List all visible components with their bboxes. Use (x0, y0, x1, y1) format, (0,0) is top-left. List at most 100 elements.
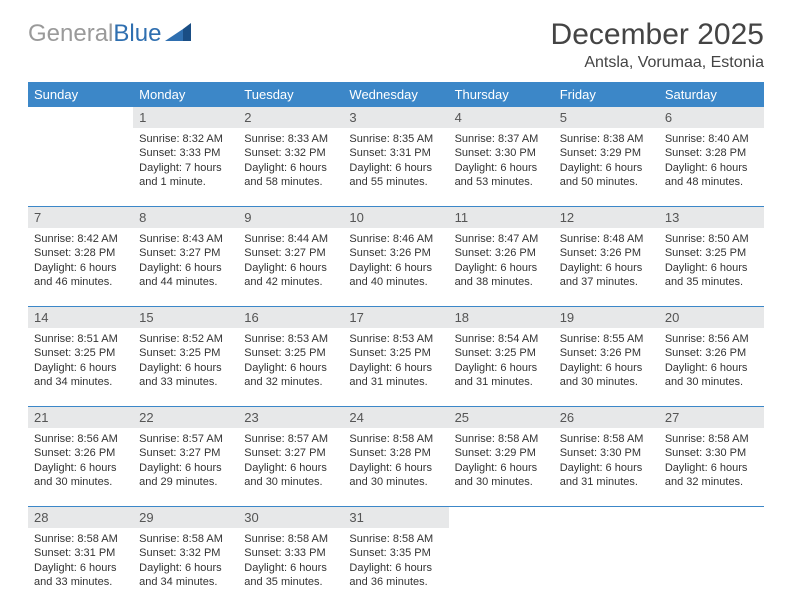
day-cell (554, 528, 659, 606)
day-line: Sunset: 3:25 PM (455, 346, 548, 360)
day-line: Sunset: 3:25 PM (34, 346, 127, 360)
dow-cell: Monday (133, 82, 238, 107)
day-cell: Sunrise: 8:42 AMSunset: 3:28 PMDaylight:… (28, 228, 133, 306)
day-line: Daylight: 6 hours (244, 461, 337, 475)
day-cell (28, 128, 133, 206)
day-number: 28 (28, 507, 133, 528)
day-line: Sunset: 3:28 PM (349, 446, 442, 460)
day-line: Sunrise: 8:52 AM (139, 332, 232, 346)
day-line: Sunset: 3:25 PM (244, 346, 337, 360)
day-line: Sunrise: 8:58 AM (560, 432, 653, 446)
day-line: Daylight: 6 hours (244, 261, 337, 275)
day-line: Sunset: 3:33 PM (139, 146, 232, 160)
day-line: Sunrise: 8:53 AM (244, 332, 337, 346)
day-cell: Sunrise: 8:58 AMSunset: 3:31 PMDaylight:… (28, 528, 133, 606)
day-line: and 30 minutes. (455, 475, 548, 489)
location: Antsla, Vorumaa, Estonia (551, 54, 764, 72)
day-line: and 37 minutes. (560, 275, 653, 289)
day-cell: Sunrise: 8:53 AMSunset: 3:25 PMDaylight:… (238, 328, 343, 406)
day-line: Daylight: 7 hours (139, 161, 232, 175)
week-row: Sunrise: 8:56 AMSunset: 3:26 PMDaylight:… (28, 428, 764, 507)
day-line: Daylight: 6 hours (34, 561, 127, 575)
day-line: Daylight: 6 hours (665, 461, 758, 475)
day-number: 25 (449, 407, 554, 428)
day-line: Daylight: 6 hours (560, 261, 653, 275)
day-line: Daylight: 6 hours (349, 561, 442, 575)
day-line: Sunset: 3:29 PM (560, 146, 653, 160)
calendar: SundayMondayTuesdayWednesdayThursdayFrid… (28, 82, 764, 606)
day-line: and 31 minutes. (349, 375, 442, 389)
day-line: and 32 minutes. (665, 475, 758, 489)
week-row: Sunrise: 8:42 AMSunset: 3:28 PMDaylight:… (28, 228, 764, 307)
day-line: Sunset: 3:32 PM (139, 546, 232, 560)
day-cell: Sunrise: 8:53 AMSunset: 3:25 PMDaylight:… (343, 328, 448, 406)
day-num-row: 14151617181920 (28, 307, 764, 328)
day-cell: Sunrise: 8:51 AMSunset: 3:25 PMDaylight:… (28, 328, 133, 406)
day-line: Daylight: 6 hours (349, 461, 442, 475)
day-cell: Sunrise: 8:58 AMSunset: 3:35 PMDaylight:… (343, 528, 448, 606)
day-line: and 35 minutes. (244, 575, 337, 589)
day-cell: Sunrise: 8:58 AMSunset: 3:29 PMDaylight:… (449, 428, 554, 506)
day-line: Daylight: 6 hours (455, 261, 548, 275)
day-line: Sunset: 3:33 PM (244, 546, 337, 560)
dow-cell: Friday (554, 82, 659, 107)
day-line: and 53 minutes. (455, 175, 548, 189)
day-cell: Sunrise: 8:46 AMSunset: 3:26 PMDaylight:… (343, 228, 448, 306)
day-line: and 38 minutes. (455, 275, 548, 289)
day-line: Daylight: 6 hours (139, 561, 232, 575)
day-cell: Sunrise: 8:33 AMSunset: 3:32 PMDaylight:… (238, 128, 343, 206)
day-cell: Sunrise: 8:58 AMSunset: 3:28 PMDaylight:… (343, 428, 448, 506)
day-number: 3 (343, 107, 448, 128)
day-number: 17 (343, 307, 448, 328)
day-number: 2 (238, 107, 343, 128)
day-line: Sunrise: 8:58 AM (139, 532, 232, 546)
title-block: December 2025 Antsla, Vorumaa, Estonia (551, 18, 764, 72)
day-line: Daylight: 6 hours (34, 261, 127, 275)
day-line: and 32 minutes. (244, 375, 337, 389)
day-number: 14 (28, 307, 133, 328)
day-cell: Sunrise: 8:58 AMSunset: 3:33 PMDaylight:… (238, 528, 343, 606)
day-cell: Sunrise: 8:54 AMSunset: 3:25 PMDaylight:… (449, 328, 554, 406)
day-line: Sunset: 3:32 PM (244, 146, 337, 160)
day-cell: Sunrise: 8:55 AMSunset: 3:26 PMDaylight:… (554, 328, 659, 406)
day-line: Sunrise: 8:54 AM (455, 332, 548, 346)
day-line: Daylight: 6 hours (560, 161, 653, 175)
day-line: Sunset: 3:27 PM (139, 246, 232, 260)
day-line: and 50 minutes. (560, 175, 653, 189)
day-line: and 58 minutes. (244, 175, 337, 189)
day-number: 22 (133, 407, 238, 428)
dow-cell: Sunday (28, 82, 133, 107)
day-line: and 34 minutes. (139, 575, 232, 589)
day-line: Sunrise: 8:55 AM (560, 332, 653, 346)
day-line: Daylight: 6 hours (560, 361, 653, 375)
day-cell (659, 528, 764, 606)
day-line: Daylight: 6 hours (139, 261, 232, 275)
day-line: Sunset: 3:28 PM (665, 146, 758, 160)
week-row: Sunrise: 8:58 AMSunset: 3:31 PMDaylight:… (28, 528, 764, 606)
header: GeneralBlue December 2025 Antsla, Voruma… (28, 18, 764, 72)
day-line: and 31 minutes. (455, 375, 548, 389)
week-row: Sunrise: 8:32 AMSunset: 3:33 PMDaylight:… (28, 128, 764, 207)
day-cell: Sunrise: 8:50 AMSunset: 3:25 PMDaylight:… (659, 228, 764, 306)
day-number: 18 (449, 307, 554, 328)
day-number: 29 (133, 507, 238, 528)
day-number (659, 507, 764, 528)
day-line: and 35 minutes. (665, 275, 758, 289)
day-cell: Sunrise: 8:44 AMSunset: 3:27 PMDaylight:… (238, 228, 343, 306)
day-line: Daylight: 6 hours (455, 161, 548, 175)
day-number: 24 (343, 407, 448, 428)
day-line: Daylight: 6 hours (560, 461, 653, 475)
day-number: 11 (449, 207, 554, 228)
day-line: Daylight: 6 hours (665, 161, 758, 175)
day-line: and 1 minute. (139, 175, 232, 189)
day-line: Sunrise: 8:33 AM (244, 132, 337, 146)
day-cell: Sunrise: 8:57 AMSunset: 3:27 PMDaylight:… (238, 428, 343, 506)
day-number: 16 (238, 307, 343, 328)
day-line: Daylight: 6 hours (349, 361, 442, 375)
day-line: Sunset: 3:25 PM (139, 346, 232, 360)
day-line: Sunset: 3:25 PM (665, 246, 758, 260)
day-line: Daylight: 6 hours (34, 461, 127, 475)
day-cell: Sunrise: 8:47 AMSunset: 3:26 PMDaylight:… (449, 228, 554, 306)
day-line: Sunset: 3:27 PM (244, 446, 337, 460)
day-line: Sunrise: 8:40 AM (665, 132, 758, 146)
